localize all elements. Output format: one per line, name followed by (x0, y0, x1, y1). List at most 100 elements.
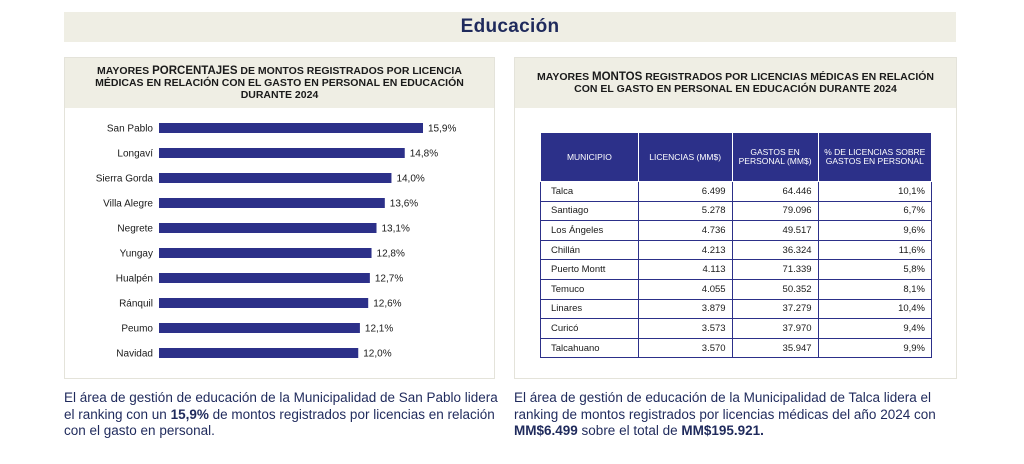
cell-municipio: Temuco (540, 278, 639, 300)
table-title-line1: MAYORES MONTOS REGISTRADOS POR LICENCIAS… (537, 71, 934, 83)
table-row: Talca 6.499 64.446 10,1% (540, 181, 933, 202)
value-label: 12,6% (373, 299, 401, 310)
table-row: Santiago 5.278 79.096 6,7% (540, 200, 933, 222)
value-label: 12,0% (363, 349, 391, 360)
cell-porcentaje: 9,6% (817, 220, 933, 241)
cell-gastos: 37.279 (731, 298, 819, 320)
column-header-porcentaje: % DE LICENCIAS SOBRE GASTOS EN PERSONAL (817, 132, 933, 182)
cell-municipio: Talcahuano (540, 337, 639, 359)
category-label: San Pablo (107, 124, 154, 135)
chart-title-line1: MAYORES PORCENTAJES DE MONTOS REGISTRADO… (97, 65, 462, 77)
category-label: Negrete (117, 224, 153, 235)
cell-porcentaje: 11,6% (817, 239, 933, 261)
caption-text: de montos registrados por licencias en r… (64, 406, 495, 439)
percentage-chart-panel: MAYORES PORCENTAJES DE MONTOS REGISTRADO… (64, 57, 495, 379)
column-header-municipio: MUNICIPIO (540, 132, 639, 182)
chart-title-emphasis: PORCENTAJES (152, 65, 238, 77)
cell-porcentaje: 6,7% (817, 200, 933, 222)
table-title: MAYORES MONTOS REGISTRADOS POR LICENCIAS… (515, 58, 956, 108)
bar (159, 148, 405, 158)
cell-licencias: 5.278 (637, 200, 733, 222)
table-row: Puerto Montt 4.113 71.339 5,8% (540, 259, 933, 280)
category-label: Sierra Gorda (96, 174, 154, 185)
cell-licencias: 4.736 (637, 220, 733, 241)
cell-porcentaje: 9,9% (817, 337, 933, 359)
cell-gastos: 35.947 (731, 337, 819, 359)
value-label: 13,1% (382, 224, 410, 235)
table-row: Talcahuano 3.570 35.947 9,9% (540, 337, 933, 359)
cell-licencias: 3.570 (637, 337, 733, 359)
category-label: Peumo (121, 324, 153, 335)
left-caption: El área de gestión de educación de la Mu… (64, 390, 504, 440)
cell-municipio: Curicó (540, 318, 639, 339)
caption-highlight: MM$195.921. (681, 423, 764, 438)
cell-porcentaje: 5,8% (817, 259, 933, 280)
cell-licencias: 3.573 (637, 318, 733, 339)
category-label: Longaví (117, 149, 153, 160)
chart-title: MAYORES PORCENTAJES DE MONTOS REGISTRADO… (65, 58, 494, 108)
table-title-text: MAYORES (536, 71, 593, 83)
value-label: 12,8% (377, 249, 405, 260)
bar-chart: San Pablo 15,9% Longaví 14,8% Sierra Gorda 14… (96, 123, 456, 360)
cell-porcentaje: 10,4% (817, 298, 933, 320)
right-caption: El área de gestión de educación de la Mu… (514, 390, 964, 440)
cell-gastos: 49.517 (731, 220, 819, 241)
category-label: Ránquil (119, 299, 153, 310)
section-title: Educación (460, 16, 560, 37)
section-banner: Educación (64, 12, 956, 42)
bar (159, 223, 377, 233)
cell-porcentaje: 8,1% (817, 278, 933, 300)
cell-municipio: Puerto Montt (540, 259, 639, 280)
table-title-emphasis: MONTOS (592, 71, 643, 83)
table-row: Temuco 4.055 50.352 8,1% (540, 278, 933, 300)
municipality-table: MUNICIPIO LICENCIAS (MM$) GASTOS EN PERS… (540, 132, 933, 359)
value-label: 12,1% (365, 324, 393, 335)
value-label: 13,6% (390, 199, 418, 210)
value-label: 15,9% (428, 124, 456, 135)
chart-title-line2: MÉDICAS EN RELACIÓN CON EL GASTO EN PERS… (95, 77, 464, 89)
amounts-table-panel: MAYORES MONTOS REGISTRADOS POR LICENCIAS… (514, 57, 957, 379)
cell-licencias: 6.499 (637, 181, 733, 202)
cell-municipio: Linares (540, 298, 639, 320)
table-body: Talca 6.499 64.446 10,1% Santiago 5.278 79.096… (540, 181, 933, 359)
column-header-licencias: LICENCIAS (MM$) (637, 132, 733, 182)
table-row: Chillán 4.213 36.324 11,6% (540, 239, 933, 261)
chart-title-text: MAYORES (97, 65, 153, 77)
cell-licencias: 4.113 (637, 259, 733, 280)
caption-text: sobre el total de (577, 423, 682, 438)
table-row: Linares 3.879 37.279 10,4% (540, 298, 933, 320)
caption-highlight: 15,9% (170, 406, 209, 422)
cell-gastos: 64.446 (731, 181, 819, 202)
cell-municipio: Chillán (540, 239, 639, 261)
cell-porcentaje: 10,1% (817, 181, 933, 202)
bar (159, 323, 360, 333)
cell-licencias: 3.879 (637, 298, 733, 320)
caption-text: El área de gestión de educación de la Mu… (514, 390, 936, 422)
cell-gastos: 71.339 (731, 259, 819, 280)
table-header-row: MUNICIPIO LICENCIAS (MM$) GASTOS EN PERS… (540, 132, 933, 182)
cell-gastos: 50.352 (731, 278, 819, 300)
table-title-line2: CON EL GASTO EN PERSONAL EN EDUCACIÓN DU… (574, 83, 897, 95)
value-label: 14,0% (396, 174, 424, 185)
bar (159, 273, 370, 283)
category-label: Yungay (120, 249, 153, 260)
category-label: Navidad (116, 349, 153, 360)
cell-municipio: Santiago (540, 200, 639, 222)
bar (159, 173, 392, 183)
chart-title-text: DE MONTOS REGISTRADOS POR LICENCIA (237, 65, 462, 77)
caption-highlight: MM$6.499 (514, 423, 578, 438)
cell-licencias: 4.055 (637, 278, 733, 300)
table-row: Los Ángeles 4.736 49.517 9,6% (540, 220, 933, 241)
chart-title-line3: DURANTE 2024 (240, 89, 319, 101)
bar (159, 298, 369, 308)
cell-licencias: 4.213 (637, 239, 733, 261)
table-title-text: REGISTRADOS POR LICENCIAS MÉDICAS EN REL… (642, 71, 934, 83)
category-label: Hualpén (116, 274, 153, 285)
value-label: 14,8% (410, 149, 438, 160)
bar (159, 348, 359, 358)
caption-text: El área de gestión de educación de la Mu… (64, 390, 498, 422)
bar (159, 123, 423, 133)
bar (159, 248, 372, 258)
cell-gastos: 36.324 (731, 239, 819, 261)
bar (159, 198, 385, 208)
